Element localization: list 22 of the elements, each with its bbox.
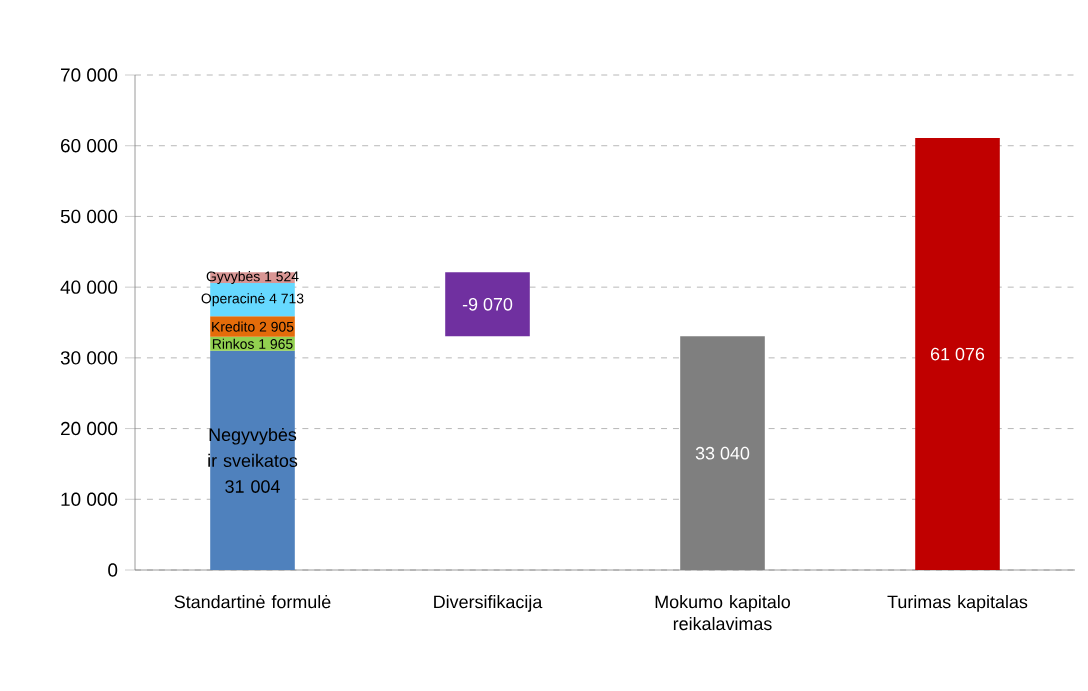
y-tick-label: 20 000: [61, 421, 118, 436]
data-label: -9 070: [462, 297, 513, 311]
y-tick-label: 40 000: [60, 280, 118, 294]
data-label: 1 524: [265, 271, 299, 282]
series-label: Gyvybės: [206, 271, 260, 285]
x-tick-label: Diversifikacija: [434, 595, 543, 612]
data-label: 2 905: [259, 321, 294, 332]
data-label: 33 040: [695, 446, 750, 460]
y-tick-label: 0: [108, 563, 118, 577]
data-label: 31 004: [225, 480, 280, 493]
y-tick-label: 10 000: [61, 492, 118, 506]
x-tick-label: Mokumo kapitalo reikalavimas: [655, 595, 790, 631]
x-tick-label: Standartinė formulė: [174, 595, 331, 609]
data-label: 61 076: [930, 347, 985, 361]
y-tick-label: 60 000: [61, 139, 118, 153]
y-tick-label: 70 000: [61, 68, 118, 82]
y-tick-label: 30 000: [60, 351, 118, 365]
x-tick-label: Turimas kapitalas: [887, 595, 1028, 612]
y-tick-label: 50 000: [60, 209, 118, 224]
data-label: 1 965: [259, 339, 293, 349]
series-label: Kredito: [212, 321, 255, 332]
series-label: Rinkos: [212, 338, 254, 349]
